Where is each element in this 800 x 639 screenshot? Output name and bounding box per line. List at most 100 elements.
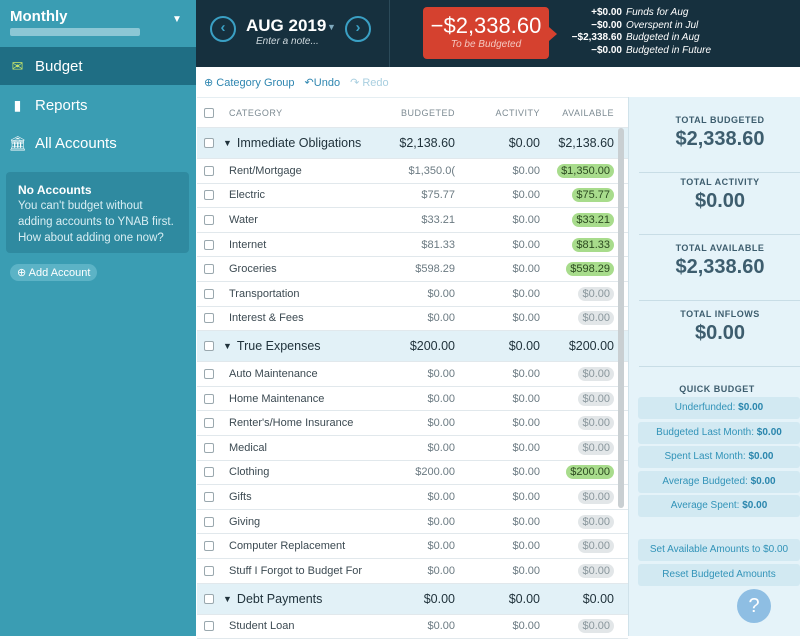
set-available-zero-button[interactable]: Set Available Amounts to $0.00 [638,539,800,561]
budgeted-amount[interactable]: $0.00 [427,515,455,528]
category-row[interactable]: Gifts $0.00 $0.00 $0.00 [197,485,628,510]
available-cell[interactable]: $0.00 [540,489,628,504]
sidebar-item-reports[interactable]: ▮ Reports [0,86,196,124]
redo-button[interactable]: ↷ Redo [350,76,389,89]
category-name[interactable]: Giving [229,515,261,528]
collapse-triangle-icon[interactable]: ▼ [223,593,232,604]
available-cell[interactable]: $81.33 [540,237,628,252]
available-pill[interactable]: $598.29 [566,262,614,277]
category-name[interactable]: Student Loan [229,620,295,633]
available-cell[interactable]: $0.00 [540,366,628,381]
row-checkbox[interactable] [204,239,214,250]
available-cell[interactable]: $0.00 [582,591,614,606]
budgeted-amount[interactable]: $0.00 [427,367,455,380]
row-checkbox[interactable] [204,541,214,552]
category-name[interactable]: Medical [229,441,267,454]
row-checkbox[interactable] [204,341,214,352]
row-checkbox[interactable] [204,165,214,176]
category-name[interactable]: Debt Payments [236,591,323,606]
quick-budget-button[interactable]: Budgeted Last Month: $0.00 [638,421,800,444]
available-cell[interactable]: $0.00 [540,416,628,431]
row-checkbox[interactable] [204,393,214,404]
available-cell[interactable]: $1,350.00 [540,163,628,178]
budgeted-amount[interactable]: $0.00 [427,564,455,577]
row-checkbox[interactable] [204,214,214,225]
quick-budget-button[interactable]: Spent Last Month: $0.00 [638,446,800,468]
category-row[interactable]: Water $33.21 $0.00 $33.21 [197,208,628,233]
budgeted-amount[interactable]: $0.00 [427,620,455,633]
category-name[interactable]: Gifts [229,490,252,503]
available-cell[interactable]: $0.00 [540,539,628,554]
reset-budgeted-button[interactable]: Reset Budgeted Amounts [638,563,800,586]
category-name[interactable]: Renter's/Home Insurance [229,417,354,430]
available-pill[interactable]: $0.00 [578,440,614,455]
category-row[interactable]: Home Maintenance $0.00 $0.00 $0.00 [197,387,628,412]
month-title[interactable]: AUG 2019 [246,16,327,35]
category-name[interactable]: Transportation [229,287,300,300]
undo-button[interactable]: ↶Undo [304,76,341,89]
row-checkbox[interactable] [204,442,214,453]
available-cell[interactable]: $33.21 [540,212,628,227]
budgeted-amount[interactable]: $0.00 [427,417,455,430]
category-row[interactable]: Clothing $200.00 $0.00 $200.00 [197,461,628,486]
category-name[interactable]: Clothing [229,466,270,479]
category-row[interactable]: Giving $0.00 $0.00 $0.00 [197,510,628,535]
category-row[interactable]: Auto Maintenance $0.00 $0.00 $0.00 [197,362,628,387]
previous-month-button[interactable]: ‹ [210,16,236,42]
category-row[interactable]: Student Loan $0.00 $0.00 $0.00 [197,615,628,639]
category-row[interactable]: Transportation $0.00 $0.00 $0.00 [197,282,628,307]
quick-budget-button[interactable]: Underfunded: $0.00 [638,397,800,419]
sidebar-item-all-accounts[interactable]: 🏛 All Accounts [0,124,196,162]
available-pill[interactable]: $0.00 [578,286,614,301]
category-row[interactable]: Computer Replacement $0.00 $0.00 $0.00 [197,534,628,559]
scrollbar[interactable] [618,128,624,508]
category-name[interactable]: Internet [229,238,267,251]
column-category[interactable]: CATEGORY [229,107,283,118]
row-checkbox[interactable] [204,418,214,429]
collapse-triangle-icon[interactable]: ▼ [223,341,232,352]
available-cell[interactable]: $75.77 [540,188,628,203]
category-row[interactable]: Rent/Mortgage $1,350.0($0.00 $1,350.00 [197,159,628,184]
available-pill[interactable]: $0.00 [578,391,614,406]
budgeted-amount[interactable]: $200.00 [415,466,455,479]
available-pill[interactable]: $0.00 [578,416,614,431]
available-pill[interactable]: $0.00 [578,563,614,578]
available-cell[interactable]: $0.00 [540,391,628,406]
available-pill[interactable]: $0.00 [578,489,614,504]
category-name[interactable]: Groceries [229,263,277,276]
available-pill[interactable]: $1,350.00 [557,163,614,178]
budgeted-amount[interactable]: $0.00 [427,312,455,325]
category-group-row[interactable]: ▼ True Expenses $200.00 $0.00 $200.00 [197,331,628,363]
available-cell[interactable]: $0.00 [540,514,628,529]
row-checkbox[interactable] [204,565,214,576]
row-checkbox[interactable] [204,368,214,379]
row-checkbox[interactable] [204,516,214,527]
sidebar-item-budget[interactable]: ✉ Budget [0,47,196,85]
category-group-row[interactable]: ▼ Debt Payments $0.00 $0.00 $0.00 [197,583,628,615]
category-row[interactable]: Interest & Fees $0.00 $0.00 $0.00 [197,307,628,332]
available-pill[interactable]: $75.77 [572,188,614,203]
category-row[interactable]: Medical $0.00 $0.00 $0.00 [197,436,628,461]
row-checkbox[interactable] [204,190,214,201]
category-row[interactable]: Stuff I Forgot to Budget For $0.00 $0.00 $0… [197,559,628,584]
add-account-button[interactable]: ⊕ Add Account [10,264,98,281]
chevron-down-icon[interactable]: ▼ [172,14,182,25]
budgeted-amount[interactable]: $0.00 [427,287,455,300]
available-cell[interactable]: $0.00 [540,619,628,634]
available-pill[interactable]: $0.00 [578,311,614,326]
row-checkbox[interactable] [204,491,214,502]
category-name[interactable]: True Expenses [236,339,321,354]
budgeted-amount[interactable]: $81.33 [421,238,455,251]
budget-name[interactable]: Monthly [10,8,68,25]
budgeted-amount[interactable]: $1,350.0( [408,164,455,177]
collapse-triangle-icon[interactable]: ▼ [223,138,232,148]
category-name[interactable]: Home Maintenance [229,392,325,405]
row-checkbox[interactable] [204,288,214,299]
budgeted-amount[interactable]: $598.29 [415,263,455,276]
category-row[interactable]: Renter's/Home Insurance $0.00 $0.00 $0.00 [197,411,628,436]
budgeted-amount[interactable]: $33.21 [421,213,455,226]
row-checkbox[interactable] [204,138,214,148]
category-name[interactable]: Stuff I Forgot to Budget For [229,564,363,577]
budgeted-amount[interactable]: $0.00 [427,540,455,553]
chevron-down-icon[interactable]: ▼ [327,22,336,32]
